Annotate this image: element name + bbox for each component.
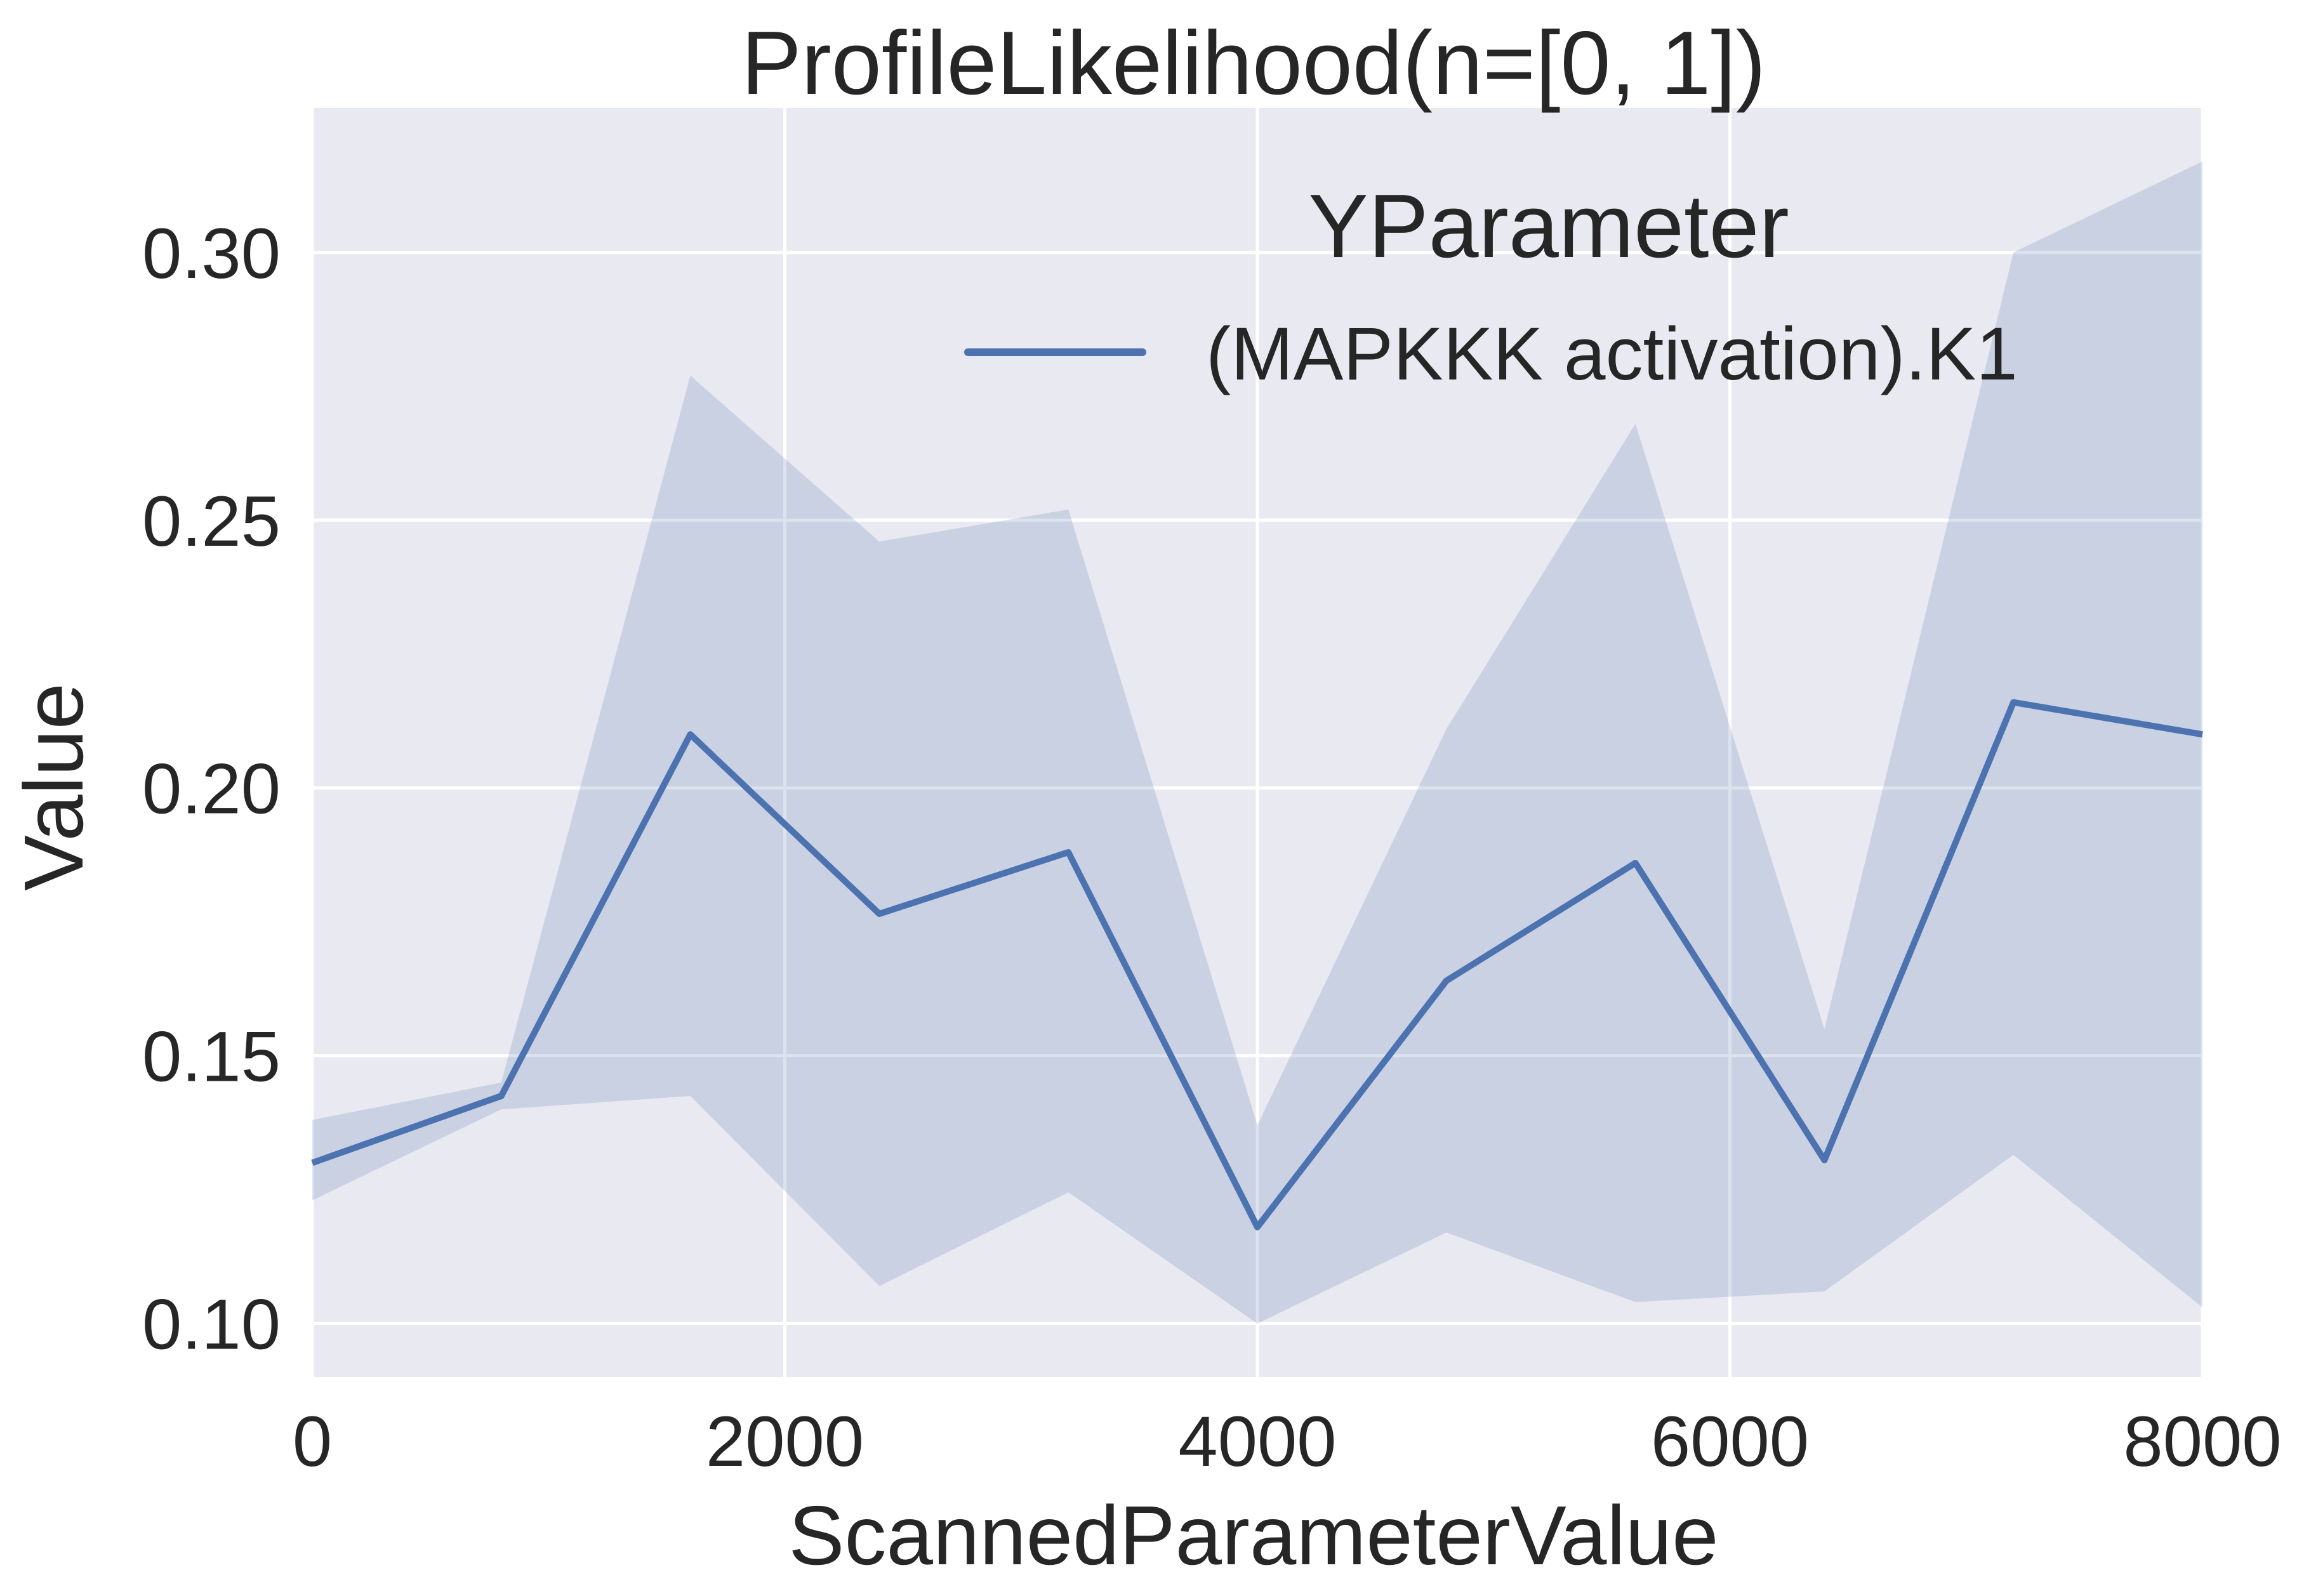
confidence-band — [312, 161, 2202, 1324]
legend-title: YParameter — [1308, 176, 1789, 277]
y-tick-label: 0.30 — [142, 214, 281, 293]
x-tick-label: 4000 — [1178, 1402, 1336, 1481]
y-axis-label: Value — [7, 683, 100, 891]
series-line — [311, 699, 2203, 1230]
legend: YParameter (MAPKKK activation).K1 — [964, 176, 2018, 396]
chart-title: ProfileLikelihood(n=[0, 1]) — [741, 13, 1766, 114]
grid — [310, 108, 2204, 1377]
y-tick-label: 0.15 — [142, 1017, 281, 1097]
y-tick-label: 0.20 — [142, 749, 281, 829]
y-tick-labels: 0.10 0.15 0.20 0.25 0.30 — [142, 214, 281, 1364]
y-tick-label: 0.10 — [142, 1285, 281, 1364]
legend-entry-label: (MAPKKK activation).K1 — [1206, 312, 2018, 396]
x-tick-labels: 0 2000 4000 6000 8000 — [293, 1402, 2282, 1481]
x-tick-label: 8000 — [2123, 1402, 2281, 1481]
x-axis-label: ScannedParameterValue — [788, 1489, 1718, 1582]
x-tick-label: 0 — [293, 1402, 332, 1481]
x-tick-label: 6000 — [1651, 1402, 1809, 1481]
x-tick-label: 2000 — [706, 1402, 864, 1481]
y-tick-label: 0.25 — [142, 482, 281, 561]
